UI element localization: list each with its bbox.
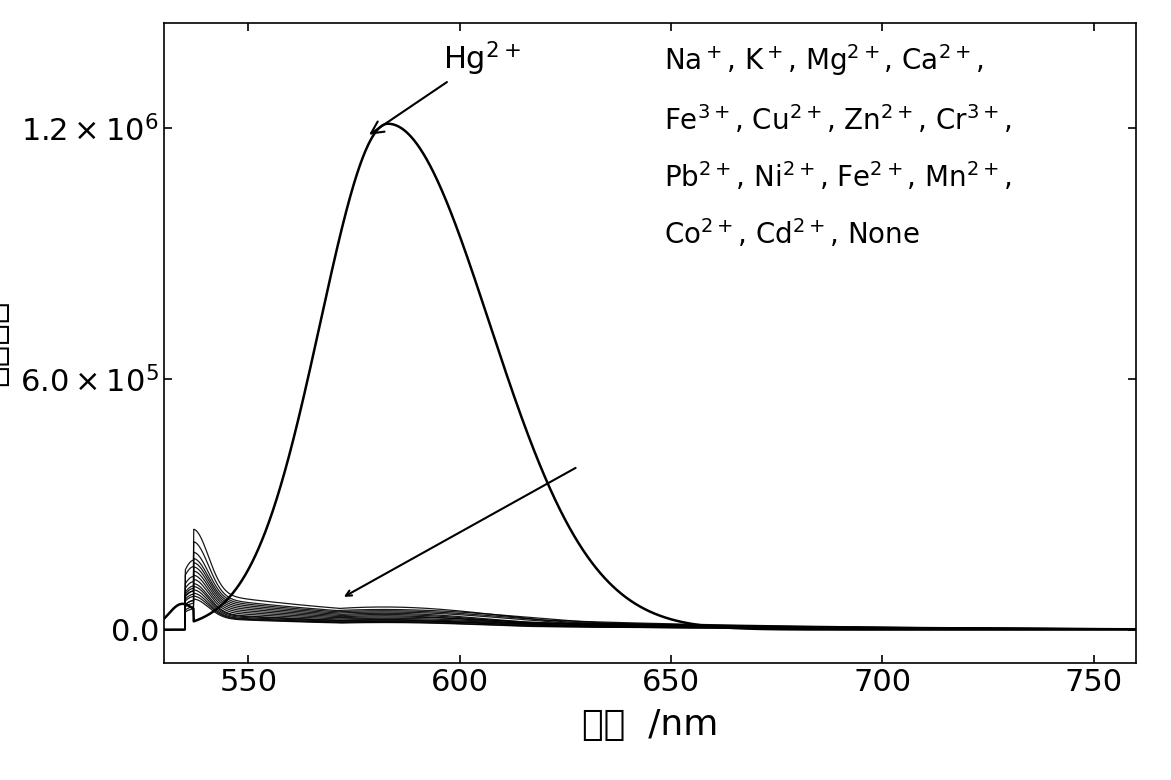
Text: Hg$^{2+}$: Hg$^{2+}$ xyxy=(371,39,521,133)
Y-axis label: 荧光强度: 荧光强度 xyxy=(0,300,9,386)
X-axis label: 波长  /nm: 波长 /nm xyxy=(582,708,718,742)
Text: Na$^+$, K$^+$, Mg$^{2+}$, Ca$^{2+}$,
Fe$^{3+}$, Cu$^{2+}$, Zn$^{2+}$, Cr$^{3+}$,: Na$^+$, K$^+$, Mg$^{2+}$, Ca$^{2+}$, Fe$… xyxy=(664,43,1012,250)
